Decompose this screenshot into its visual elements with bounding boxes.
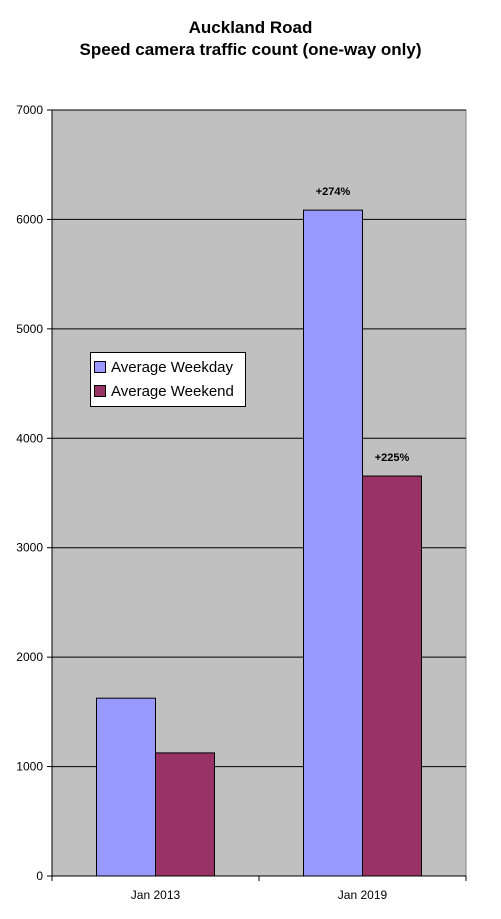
legend-label-weekday: Average Weekday bbox=[111, 358, 234, 376]
y-tick-label: 6000 bbox=[16, 212, 43, 226]
chart-title: Auckland Road bbox=[188, 18, 313, 37]
chart-subtitle: Speed camera traffic count (one-way only… bbox=[79, 40, 422, 59]
y-tick-label: 1000 bbox=[16, 760, 43, 774]
y-tick-label: 0 bbox=[36, 869, 43, 883]
bar-1-0 bbox=[155, 752, 215, 877]
y-tick-label: 2000 bbox=[16, 650, 43, 664]
bar-0-1 bbox=[303, 209, 363, 877]
bar-annotation: +225% bbox=[375, 452, 410, 464]
y-tick-label: 7000 bbox=[16, 103, 43, 117]
bar-0-0 bbox=[96, 697, 156, 877]
legend-item-weekday: Average Weekday bbox=[91, 355, 245, 379]
x-tick-label: Jan 2019 bbox=[338, 888, 388, 902]
legend-label-weekend: Average Weekend bbox=[111, 382, 234, 400]
legend-swatch-weekday bbox=[94, 361, 106, 373]
y-tick-label: 3000 bbox=[16, 541, 43, 555]
bar-1-1 bbox=[362, 475, 422, 877]
legend-swatch-weekend bbox=[94, 385, 106, 397]
bar-annotation: +274% bbox=[316, 186, 351, 198]
x-tick-label: Jan 2013 bbox=[131, 888, 181, 902]
chart-legend: Average Weekday Average Weekend bbox=[90, 352, 246, 407]
legend-item-weekend: Average Weekend bbox=[91, 379, 245, 403]
y-tick-label: 5000 bbox=[16, 322, 43, 336]
y-tick-label: 4000 bbox=[16, 431, 43, 445]
